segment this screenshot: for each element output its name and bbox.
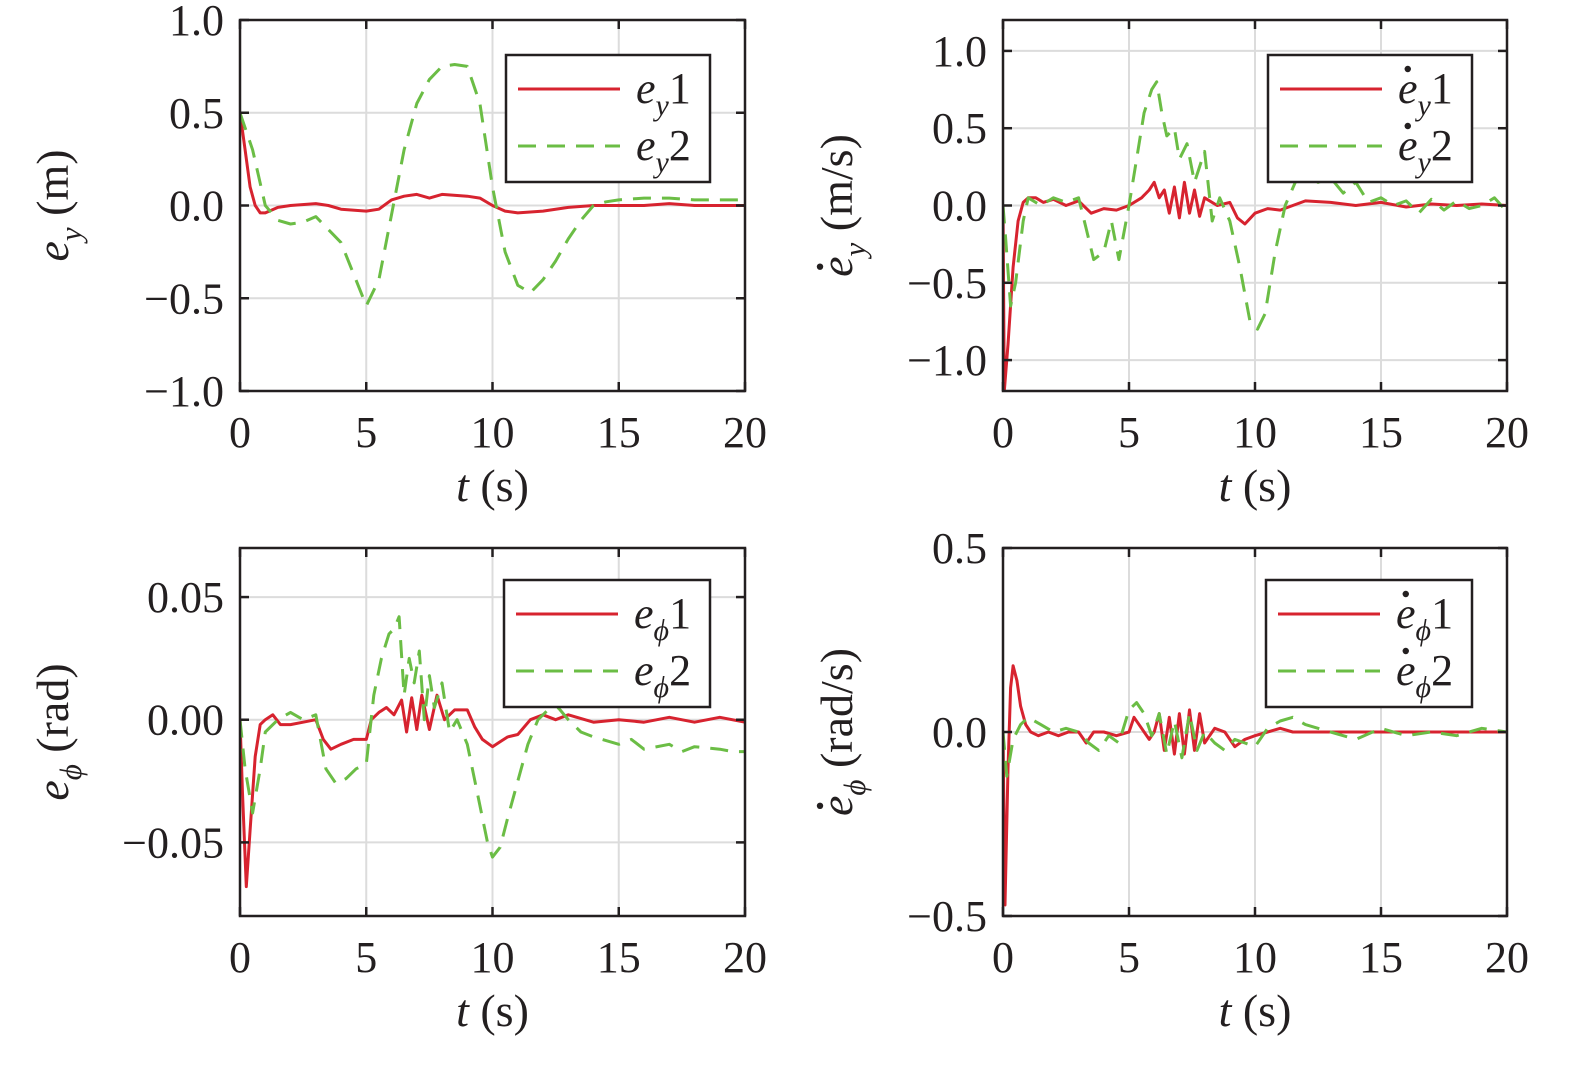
y-tick-label: −1.0 — [144, 367, 224, 416]
legend-label-2: ey2 — [1398, 121, 1453, 179]
y-axis-label: ey (m) — [27, 149, 88, 261]
legend-label-1: eϕ1 — [634, 589, 691, 647]
legend-box — [502, 578, 712, 709]
legend-label-1: ey1 — [636, 64, 691, 122]
series-line-2 — [240, 63, 745, 308]
legend-label-1: ey1 — [1398, 64, 1453, 122]
x-tick-label: 10 — [1233, 933, 1277, 982]
y-tick-label: 0.5 — [169, 89, 224, 138]
y-tick-label: 0.0 — [169, 182, 224, 231]
x-tick-label: 0 — [992, 933, 1014, 982]
y-axis-label: eϕ (rad) — [27, 663, 88, 800]
x-tick-label: 15 — [1359, 408, 1403, 457]
chart-ey-dot: 0 5 10 15 20 −1.0 −0.5 0.0 0.5 1.0 t (s) ey (m/s) ey… — [811, 18, 1529, 511]
y-axis-label: ey (m/s) — [811, 134, 872, 277]
y-tick-label: 0.5 — [932, 104, 987, 153]
x-tick-label: 20 — [723, 933, 767, 982]
x-tick-label: 15 — [597, 408, 641, 457]
y-tick-label: −0.5 — [144, 274, 224, 323]
series-line-2 — [1003, 701, 1507, 778]
y-tick-label: −0.5 — [907, 259, 987, 308]
x-tick-label: 15 — [597, 933, 641, 982]
series-line-1 — [1003, 180, 1507, 391]
y-tick-label: 0.0 — [932, 708, 987, 757]
x-axis-label: t (s) — [456, 985, 529, 1036]
legend-label-1: eϕ1 — [1396, 589, 1453, 647]
x-axis-label: t (s) — [1219, 460, 1292, 511]
y-tick-label: 1.0 — [169, 0, 224, 45]
legend-overdot — [1404, 65, 1411, 73]
x-tick-label: 10 — [1233, 408, 1277, 457]
legend-box — [1266, 53, 1474, 184]
legend-box — [1264, 578, 1474, 709]
series-line-1 — [1003, 664, 1507, 907]
x-tick-label: 20 — [723, 408, 767, 457]
series-line-2 — [240, 615, 745, 859]
y-axis-label: eϕ (rad/s) — [811, 648, 872, 816]
x-tick-label: 5 — [1118, 933, 1140, 982]
y-label-overdot — [816, 802, 824, 810]
x-tick-label: 5 — [1118, 408, 1140, 457]
legend-overdot — [1402, 590, 1409, 598]
legend-label-2: eϕ2 — [1396, 646, 1453, 704]
series-line-2 — [1003, 80, 1507, 331]
legend-overdot — [1404, 122, 1411, 130]
y-tick-label: 1.0 — [932, 27, 987, 76]
series-line-1 — [240, 693, 745, 889]
x-tick-label: 15 — [1359, 933, 1403, 982]
x-tick-label: 0 — [992, 408, 1014, 457]
x-axis-label: t (s) — [456, 460, 529, 511]
x-tick-label: 0 — [229, 933, 251, 982]
y-tick-label: 0.0 — [932, 182, 987, 231]
chart-ey: 0 5 10 15 20 −1.0 −0.5 0.0 0.5 1.0 t (s) ey (m) ey1e… — [27, 0, 767, 511]
legend-box — [504, 53, 712, 184]
x-tick-label: 5 — [355, 408, 377, 457]
x-tick-label: 20 — [1485, 408, 1529, 457]
legend-label-2: eϕ2 — [634, 646, 691, 704]
y-label-overdot — [816, 263, 824, 270]
y-tick-label: 0.05 — [147, 573, 224, 622]
y-tick-label: −0.05 — [122, 818, 224, 867]
y-tick-label: −0.5 — [907, 892, 987, 941]
x-tick-label: 10 — [471, 408, 515, 457]
legend-label-2: ey2 — [636, 121, 691, 179]
x-tick-label: 10 — [471, 933, 515, 982]
x-tick-label: 20 — [1485, 933, 1529, 982]
legend-overdot — [1402, 647, 1409, 655]
x-axis-label: t (s) — [1219, 985, 1292, 1036]
x-tick-label: 5 — [355, 933, 377, 982]
y-tick-label: 0.00 — [147, 696, 224, 745]
y-tick-label: 0.5 — [932, 524, 987, 573]
x-tick-label: 0 — [229, 408, 251, 457]
y-tick-label: −1.0 — [907, 336, 987, 385]
series-line-1 — [240, 112, 745, 215]
